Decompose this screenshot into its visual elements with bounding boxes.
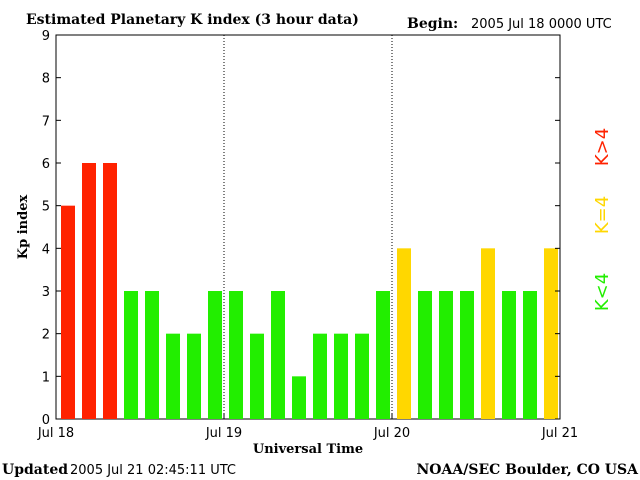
legend-k-equal-4: K=4: [592, 196, 613, 234]
kp-bar: [481, 248, 495, 419]
kp-bar: [439, 291, 453, 419]
y-tick-label: 0: [42, 413, 50, 428]
kp-bar: [502, 291, 516, 419]
kp-bar: [271, 291, 285, 419]
x-tick-label: Jul 21: [541, 426, 578, 441]
kp-bar: [82, 163, 96, 419]
kp-bar: [334, 333, 348, 419]
kp-bar: [145, 291, 159, 419]
kp-bar: [313, 333, 327, 419]
kp-bar: [355, 333, 369, 419]
kp-bar: [250, 333, 264, 419]
kp-bar: [376, 291, 390, 419]
kp-bar: [229, 291, 243, 419]
kp-bar: [103, 163, 117, 419]
kp-bar: [397, 248, 411, 419]
begin-label: Begin:: [407, 16, 458, 32]
kp-bar: [208, 291, 222, 419]
day-dividers: [223, 35, 393, 419]
plot-frame: [55, 34, 561, 420]
updated-label: Updated: [2, 462, 68, 478]
y-tick-label: 2: [42, 328, 50, 343]
y-tick-label: 1: [42, 370, 50, 385]
x-tick-label: Jul 20: [373, 426, 410, 441]
kp-bar: [187, 333, 201, 419]
x-axis-label: Universal Time: [253, 442, 363, 457]
y-axis-ticks: 0 1 2 3 4 5 6 7 8 9: [42, 29, 560, 428]
y-tick-label: 6: [42, 157, 50, 172]
source-credit: NOAA/SEC Boulder, CO USA: [417, 462, 640, 478]
kp-bar: [166, 333, 180, 419]
kp-bar: [544, 248, 558, 419]
kp-bar: [61, 205, 75, 419]
y-tick-label: 9: [42, 29, 50, 44]
kp-bar: [523, 291, 537, 419]
x-axis-ticks: Jul 18 Jul 19 Jul 20 Jul 21: [37, 413, 578, 441]
y-tick-label: 4: [42, 242, 50, 257]
kp-bar: [418, 291, 432, 419]
bars: [61, 163, 558, 419]
legend-k-greater-4: K>4: [592, 128, 613, 166]
legend-k-less-4: K<4: [592, 273, 613, 311]
kp-bar: [124, 291, 138, 419]
kp-bar: [292, 376, 306, 419]
y-tick-label: 7: [42, 114, 50, 129]
kp-bar: [460, 291, 474, 419]
y-tick-label: 5: [42, 200, 50, 215]
updated-value: 2005 Jul 21 02:45:11 UTC: [70, 463, 236, 478]
begin-value: 2005 Jul 18 0000 UTC: [471, 17, 612, 32]
x-tick-label: Jul 18: [37, 426, 74, 441]
y-tick-label: 8: [42, 72, 50, 87]
x-tick-label: Jul 19: [205, 426, 242, 441]
chart-title: Estimated Planetary K index (3 hour data…: [26, 12, 359, 28]
y-axis-label: Kp index: [16, 195, 31, 260]
y-tick-label: 3: [42, 285, 50, 300]
